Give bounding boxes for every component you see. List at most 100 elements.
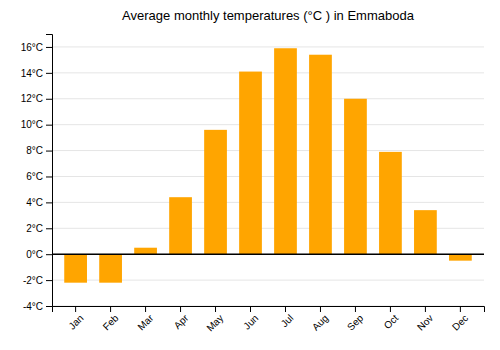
x-tick-mark — [460, 306, 461, 312]
x-tick-label: Aug — [310, 312, 330, 332]
bar — [414, 210, 437, 254]
bar — [134, 248, 157, 254]
chart-container: -4°C -2°C 0°C 2°C 4°C 6°C 8°C 10°C 12°C 14°C 16°C J… — [0, 0, 500, 350]
y-tick-mark — [46, 151, 52, 152]
y-tick-mark — [46, 176, 52, 177]
x-tick-label: Nov — [415, 312, 435, 332]
y-axis-line — [46, 35, 53, 307]
y-tick-label: 12°C — [21, 93, 43, 104]
y-tick: 12°C — [21, 93, 52, 104]
y-tick: 10°C — [21, 119, 52, 130]
y-tick: 2°C — [26, 223, 52, 234]
bar — [379, 152, 402, 254]
grid-line — [52, 46, 484, 47]
x-tick-mark — [110, 306, 111, 312]
x-tick: Feb — [101, 306, 121, 332]
y-tick: -2°C — [23, 275, 52, 286]
x-tick: Aug — [310, 306, 330, 333]
x-tick-label: Jan — [66, 312, 85, 331]
x-tick-mark — [390, 306, 391, 312]
bar — [64, 254, 87, 282]
y-tick: 0°C — [26, 249, 52, 260]
x-tick: May — [204, 306, 225, 334]
y-tick-label: -4°C — [23, 301, 43, 312]
x-tick: Jan — [66, 306, 85, 332]
y-tick: 8°C — [26, 145, 52, 156]
x-tick: Sep — [345, 306, 366, 333]
bar — [169, 197, 192, 254]
y-tick-label: 8°C — [26, 145, 43, 156]
x-tick: Mar — [136, 306, 156, 332]
x-tick-label: Jul — [279, 312, 296, 329]
plot: -4°C -2°C 0°C 2°C 4°C 6°C 8°C 10°C 12°C 14°C 16°C J… — [21, 35, 485, 334]
x-tick-mark — [145, 306, 146, 312]
x-tick-label: Oct — [382, 312, 401, 331]
grid — [52, 47, 484, 306]
x-tick-mark — [180, 306, 181, 312]
x-tick-mark — [250, 306, 251, 312]
y-axis: -4°C -2°C 0°C 2°C 4°C 6°C 8°C 10°C 12°C 14°C 16°C — [21, 35, 53, 312]
y-tick: 6°C — [26, 171, 52, 182]
y-tick: 16°C — [21, 42, 52, 53]
y-tick: -4°C — [23, 301, 52, 312]
y-tick-mark — [46, 280, 52, 281]
zero-line — [52, 253, 484, 255]
grid-line — [52, 124, 484, 125]
bar — [204, 130, 227, 254]
x-tick: Nov — [415, 306, 435, 333]
y-tick-mark — [46, 47, 52, 48]
x-tick-label: Feb — [101, 312, 121, 332]
x-tick: Jul — [279, 306, 296, 329]
x-tick-label: Sep — [345, 312, 366, 333]
y-tick-label: 0°C — [26, 249, 43, 260]
chart-svg: -4°C -2°C 0°C 2°C 4°C 6°C 8°C 10°C 12°C 14°C 16°C J… — [0, 0, 500, 350]
bar — [344, 99, 367, 254]
y-tick-label: 6°C — [26, 171, 43, 182]
x-axis-line — [53, 307, 485, 313]
bar — [449, 254, 472, 260]
grid-line — [52, 254, 484, 255]
bar — [99, 254, 122, 282]
x-tick-mark — [285, 306, 286, 312]
y-tick-mark — [46, 125, 52, 126]
x-tick-label: Apr — [172, 312, 191, 331]
x-tick: Jun — [241, 306, 260, 332]
y-tick-mark — [46, 99, 52, 100]
bar — [239, 72, 262, 255]
x-tick-label: May — [204, 312, 225, 333]
x-tick: Apr — [172, 306, 191, 331]
y-tick-label: 2°C — [26, 223, 43, 234]
bar — [309, 55, 332, 254]
y-tick: 14°C — [21, 68, 52, 79]
y-tick-mark — [46, 73, 52, 74]
y-tick-label: 14°C — [21, 68, 43, 79]
x-tick-mark — [355, 306, 356, 312]
x-tick-label: Mar — [136, 312, 156, 332]
x-axis: Jan Feb Mar Apr May Jun Jul Aug Sep Oct Nov Dec — [53, 306, 485, 334]
grid-line — [52, 202, 484, 203]
x-tick: Oct — [382, 306, 401, 331]
y-tick-label: 4°C — [26, 197, 43, 208]
grid-line — [52, 150, 484, 151]
x-tick-label: Dec — [450, 312, 470, 332]
x-tick: Dec — [450, 306, 470, 333]
x-tick-mark — [215, 306, 216, 312]
y-tick-mark — [46, 306, 52, 307]
y-tick: 4°C — [26, 197, 52, 208]
x-tick-mark — [75, 306, 76, 312]
y-tick-label: -2°C — [23, 275, 43, 286]
x-tick-label: Jun — [241, 312, 260, 331]
y-tick-mark — [46, 254, 52, 255]
title: Average monthly temperatures (°C ) in Em… — [122, 8, 415, 23]
grid-line — [52, 176, 484, 177]
grid-line — [52, 98, 484, 99]
bar — [274, 48, 297, 254]
y-tick-mark — [46, 202, 52, 203]
x-tick-mark — [425, 306, 426, 312]
y-tick-label: 10°C — [21, 119, 43, 130]
grid-line — [52, 72, 484, 73]
x-tick-mark — [320, 306, 321, 312]
bars — [52, 48, 484, 282]
y-tick-mark — [46, 228, 52, 229]
y-tick-label: 16°C — [21, 42, 43, 53]
